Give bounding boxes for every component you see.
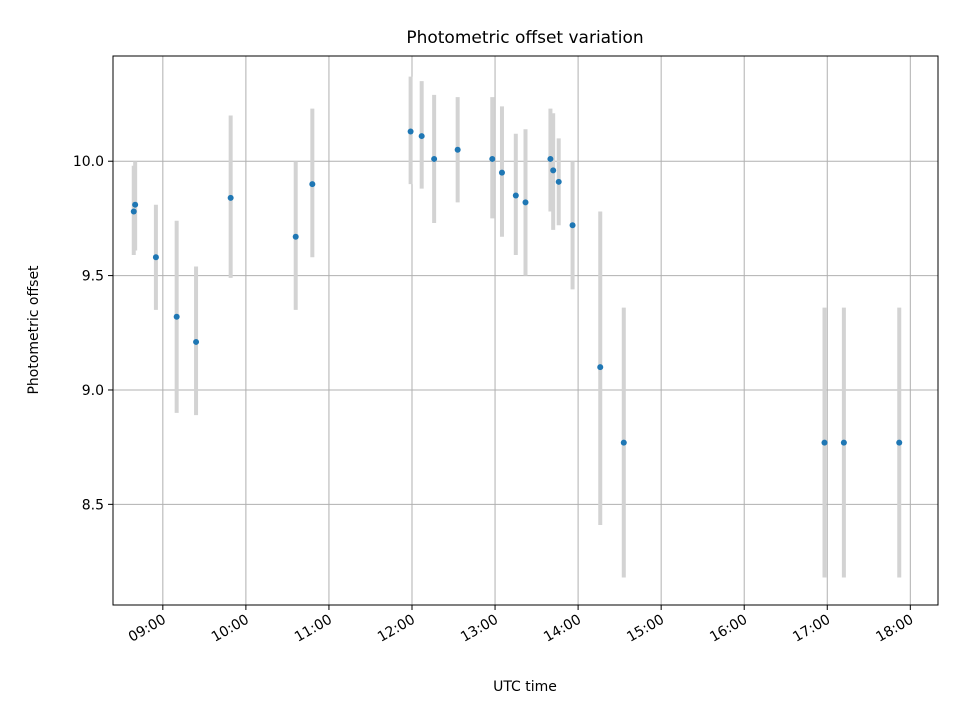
x-axis-label: UTC time [493, 679, 557, 695]
data-point [431, 155, 438, 162]
data-point [418, 133, 425, 140]
x-axis-ticks: 09:00 10:00 11:00 12:00 13:00 14:00 15:00 16:00… [126, 605, 916, 646]
data-point [569, 222, 576, 229]
data-point [620, 439, 627, 446]
data-point [522, 199, 529, 206]
x-tick-label: 10:00 [209, 612, 252, 646]
data-points [130, 128, 903, 446]
y-tick-label: 10.0 [73, 154, 104, 170]
data-point [512, 192, 519, 199]
data-point [227, 194, 234, 201]
data-point [193, 338, 200, 345]
data-point [309, 181, 316, 188]
data-point [555, 178, 562, 185]
x-tick-label: 15:00 [624, 612, 667, 646]
data-point [547, 155, 554, 162]
y-axis-label: Photometric offset [26, 265, 42, 395]
y-tick-label: 9.0 [82, 383, 104, 399]
chart-title: Photometric offset variation [406, 28, 643, 48]
data-point [132, 201, 139, 208]
x-tick-label: 18:00 [873, 612, 916, 646]
data-point [489, 155, 496, 162]
x-tick-label: 16:00 [707, 612, 750, 646]
data-point [292, 233, 299, 240]
x-tick-label: 11:00 [292, 612, 335, 646]
x-tick-label: 09:00 [126, 612, 169, 646]
data-point [498, 169, 505, 176]
error-bars [131, 76, 902, 578]
data-point [896, 439, 903, 446]
data-point [407, 128, 414, 135]
x-tick-label: 12:00 [375, 612, 418, 646]
x-tick-label: 14:00 [541, 612, 584, 646]
y-tick-label: 8.5 [82, 497, 104, 513]
y-axis-ticks: 8.5 9.0 9.5 10.0 [73, 154, 113, 513]
data-point [173, 313, 180, 320]
data-point [840, 439, 847, 446]
data-point [821, 439, 828, 446]
data-point [597, 364, 604, 371]
y-tick-label: 9.5 [82, 269, 104, 285]
data-point [130, 208, 137, 215]
data-point [454, 146, 461, 153]
x-tick-label: 17:00 [790, 612, 833, 646]
data-point [152, 254, 159, 261]
x-tick-label: 13:00 [458, 612, 501, 646]
data-point [550, 167, 557, 174]
plot-area [112, 55, 939, 606]
